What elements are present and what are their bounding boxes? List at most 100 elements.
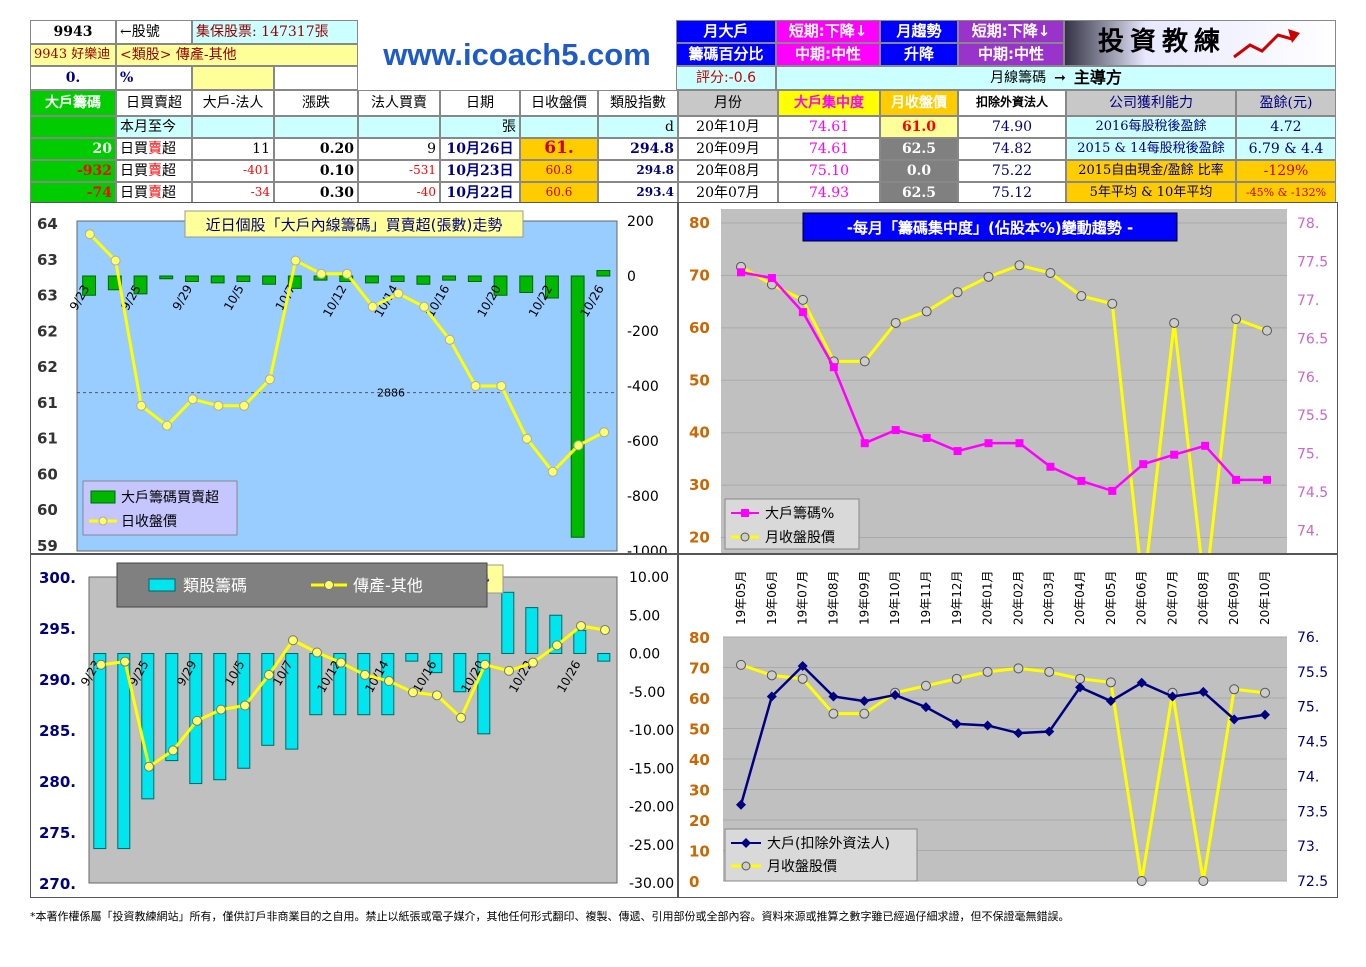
bar [185, 275, 199, 282]
month-cell: 74.61 [778, 116, 880, 138]
y-right-tick: 76. [1297, 630, 1319, 646]
y-right-tick: 77.5 [1297, 254, 1328, 270]
legend-point-swatch [740, 532, 750, 542]
holder-point [1260, 709, 1270, 720]
logo-banner: 投資教練 [1064, 20, 1336, 66]
month-cell: 20年07月 [678, 182, 778, 204]
concentration-point [1139, 460, 1148, 469]
site-url[interactable]: www.icoach5.com [383, 37, 651, 72]
month-cell: 61.0 [880, 116, 958, 138]
price-point [1229, 684, 1240, 695]
y-right-tick: -5.00 [629, 685, 665, 701]
price-point [419, 301, 430, 312]
month-cell: 75.12 [958, 182, 1066, 204]
y-right-tick: -15.00 [629, 761, 674, 777]
col-subheader: 本月至今 [116, 116, 192, 138]
y-right-tick: -200 [627, 324, 659, 340]
stock-name: 9943 好樂迪 [30, 44, 116, 66]
monthly-line-label: 月線籌碼 [990, 69, 1047, 86]
y-right-tick: 75. [1297, 447, 1319, 463]
rising-arrow-icon [1233, 29, 1300, 59]
col-header: 日期 [440, 90, 520, 116]
price-point [828, 708, 839, 719]
reference-label: 2886 [377, 387, 405, 400]
month-cell: 74.90 [958, 116, 1066, 138]
x-tick-label: 19年06月 [765, 570, 779, 625]
y-left-tick: 290. [39, 671, 76, 689]
x-tick-label: 20年05月 [1104, 570, 1118, 625]
month-cell: 74.61 [778, 138, 880, 160]
mid-term-trend-2: 中期:中性 [958, 43, 1064, 66]
y-right-tick: -400 [627, 379, 659, 395]
sector-index-point [264, 669, 274, 680]
concentration-point [891, 426, 900, 435]
concentration-chart: 80 70 60 50 40 30 20 78. 77.5 77. 76.5 76. 75.5 75. 74… [689, 209, 1328, 553]
table-cell: 20 [30, 138, 116, 160]
month-trend-title: 月趨勢 [880, 20, 958, 43]
concentration-point [1108, 486, 1117, 495]
table-cell: -531 [358, 160, 440, 182]
bar [133, 275, 148, 295]
y-left-tick: 70 [689, 660, 710, 678]
y-left-tick: 295. [39, 620, 76, 638]
y-right-tick: 75.5 [1297, 665, 1328, 681]
sector-name: <類股> 傳產-其他 [116, 44, 358, 66]
price-point [213, 400, 224, 411]
price-point [1013, 663, 1024, 674]
legend-point-swatch [741, 838, 751, 848]
short-term-trend-2: 短期:下降↓ [958, 20, 1064, 43]
sector-index-point [240, 700, 250, 711]
sector-index-point [144, 761, 154, 772]
concentration-point [1232, 475, 1241, 484]
holder-point [1013, 728, 1024, 739]
bar [165, 653, 179, 762]
price-point [859, 708, 870, 719]
y-left-tick: 64 [37, 215, 58, 233]
col-header: 日買賣超 [116, 90, 192, 116]
sector-index-point [96, 659, 106, 670]
y-left-tick: 50 [689, 371, 710, 389]
sector-index-point [288, 635, 298, 646]
month-cell: 6.79 & 4.4 [1236, 138, 1336, 160]
price-point [444, 334, 455, 345]
holder-point [1136, 677, 1147, 688]
table-cell: 294.8 [598, 160, 678, 182]
y-right-tick: 5.00 [629, 608, 660, 624]
holder-point [736, 799, 746, 810]
price-point [1075, 673, 1086, 684]
y-left-tick: 60 [689, 690, 710, 708]
table-cell: -401 [192, 160, 274, 182]
percent-label: % [116, 66, 192, 90]
bar [357, 653, 371, 716]
y-left-tick: 10 [689, 843, 710, 861]
price-point [1260, 687, 1270, 698]
concentration-line [740, 271, 1267, 493]
bar [159, 275, 174, 280]
price-point [290, 255, 301, 266]
holder-point [920, 702, 931, 713]
col-subheader [192, 116, 274, 138]
bar [570, 275, 585, 538]
custody-shares: 集保股票: 147317張 [192, 20, 358, 44]
sector-index-point [120, 656, 130, 667]
y-left-tick: 0 [689, 873, 699, 891]
sector-index-point [168, 745, 178, 756]
price-point [84, 229, 95, 240]
bar [597, 653, 611, 662]
month-cell: 20年09月 [678, 138, 778, 160]
y-left-tick: 60 [689, 319, 710, 337]
concentration-point [829, 363, 838, 372]
price-point [921, 306, 932, 317]
short-term-trend: 短期:下降↓ [776, 20, 880, 43]
month-cell: 75.10 [778, 160, 880, 182]
legend-label: 月收盤股價 [765, 529, 835, 546]
x-tick-label: 20年07月 [1166, 570, 1180, 625]
table-cell: 9 [358, 138, 440, 160]
month-cell: 0.0 [880, 160, 958, 182]
y-left-tick: 59 [37, 537, 58, 554]
holder-point [766, 691, 777, 702]
y-left-tick: 61 [37, 394, 58, 412]
price-point [797, 673, 808, 684]
bar [442, 275, 457, 281]
